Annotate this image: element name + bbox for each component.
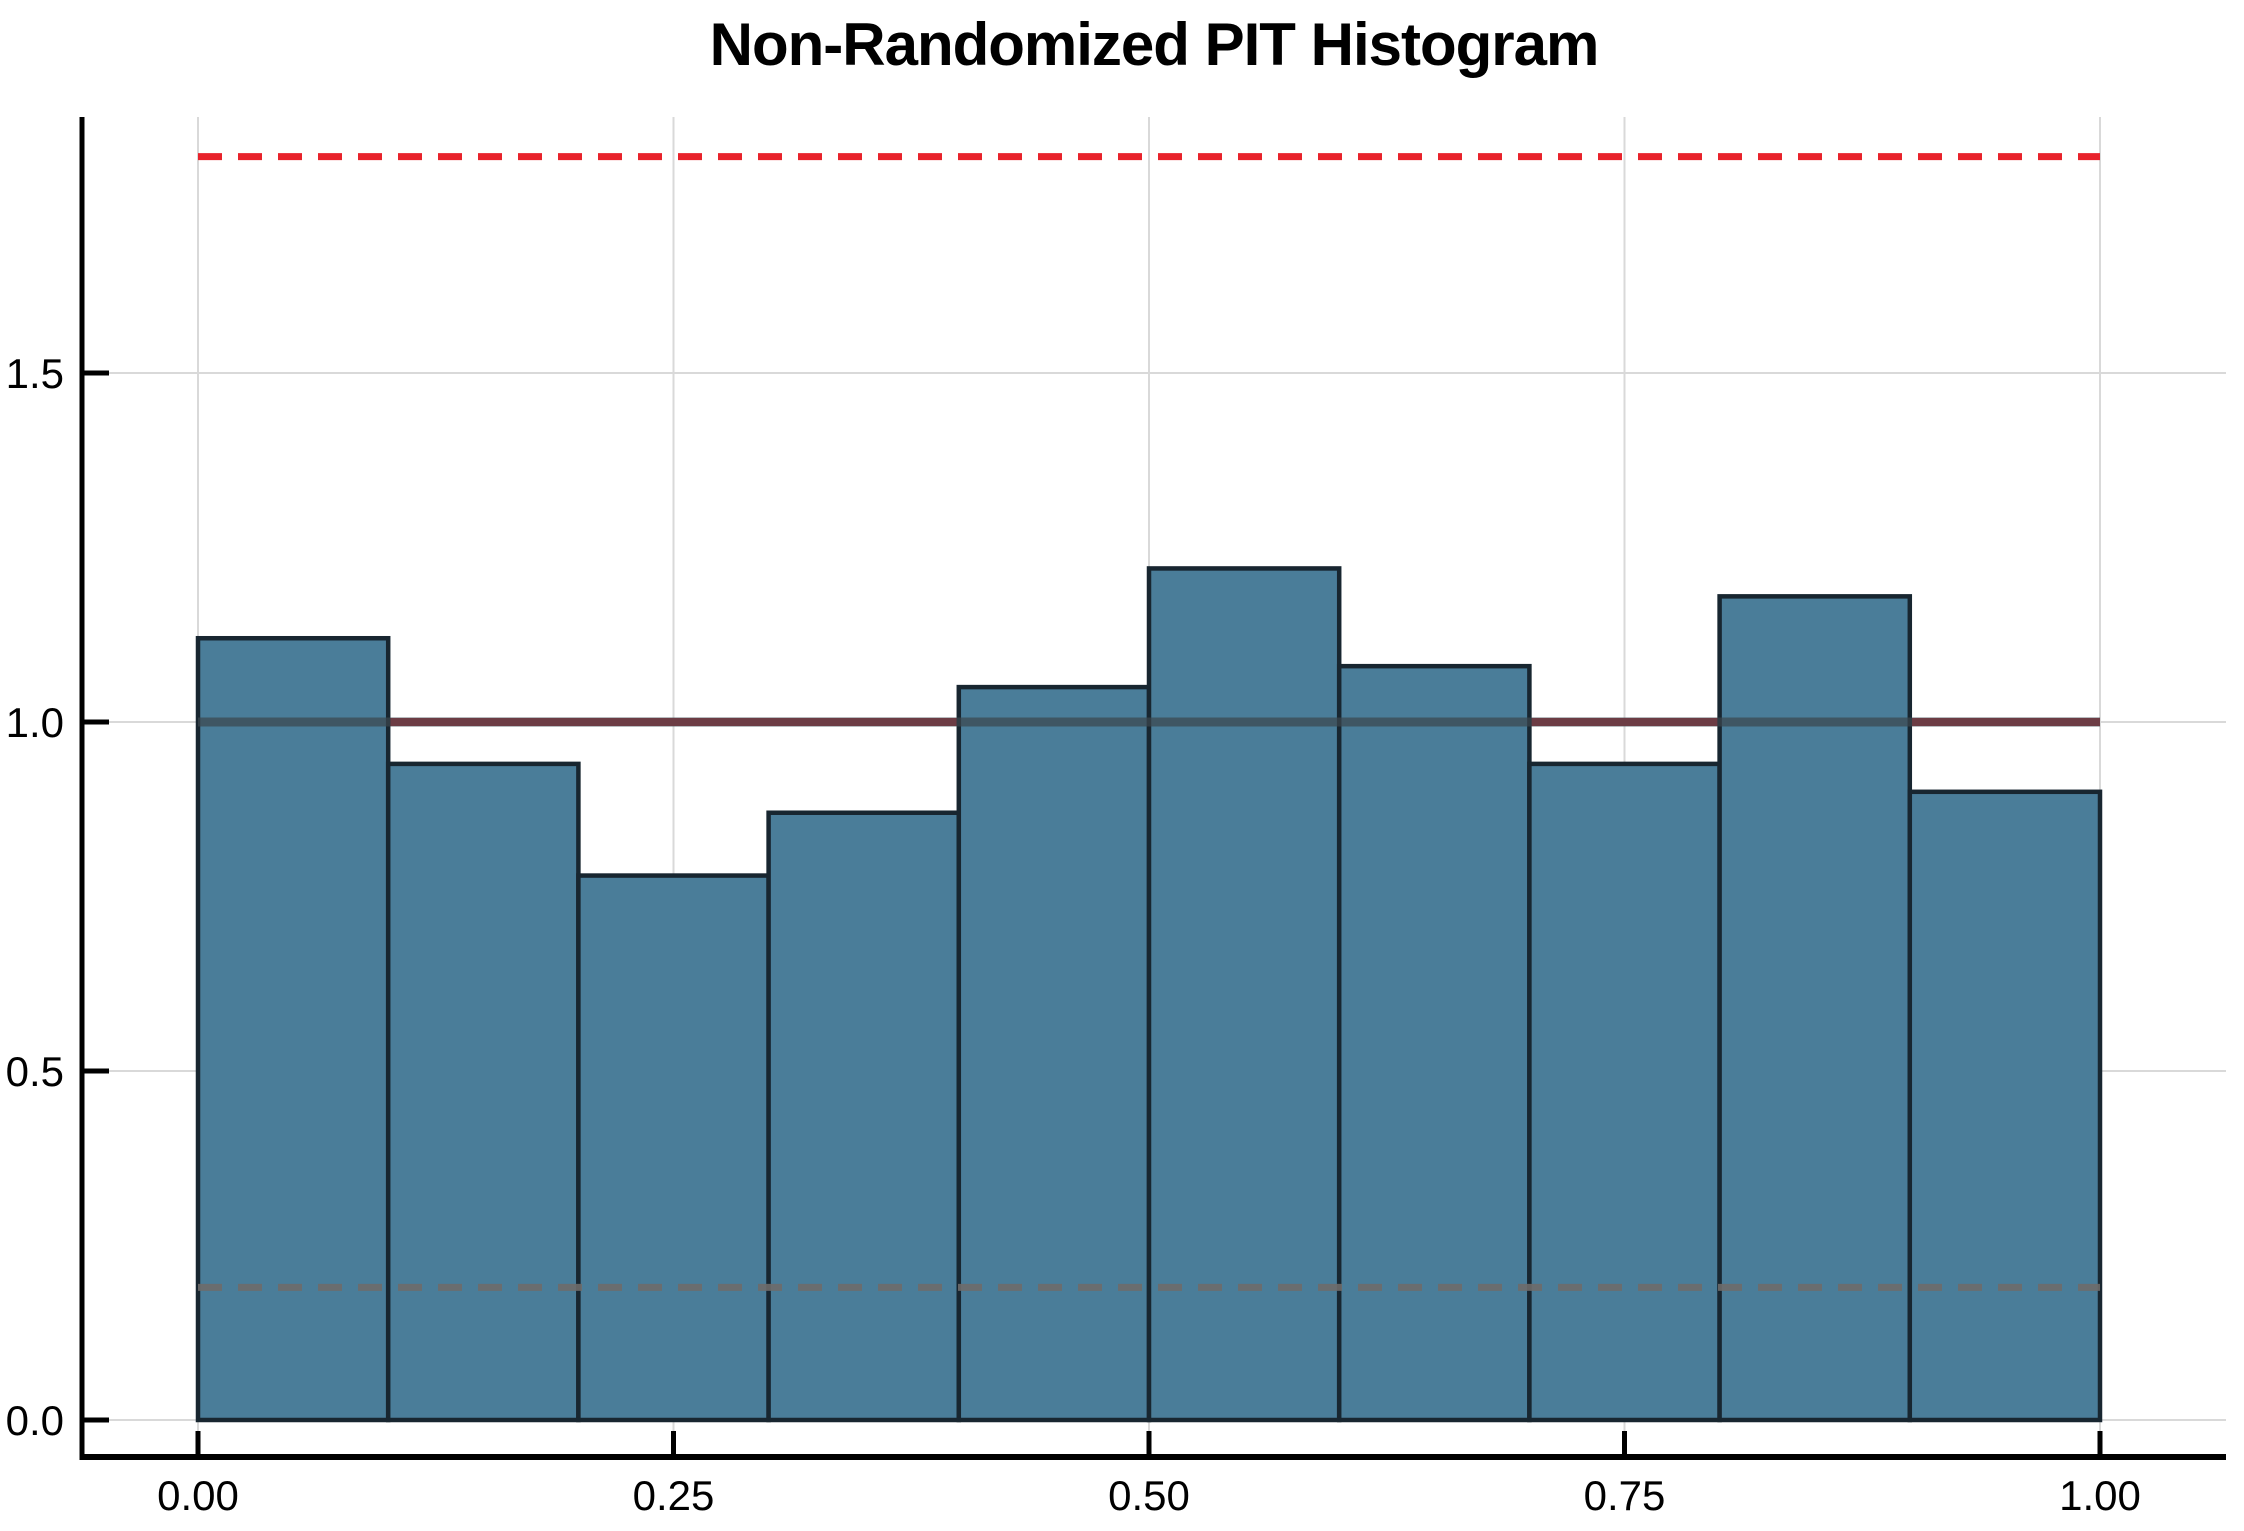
axes-layer bbox=[79, 117, 2226, 1460]
tick-labels-layer: 0.0 0.5 1.0 1.5 0.00 0.25 0.50 0.75 1.00 bbox=[6, 350, 2141, 1519]
y-tick-label: 0.5 bbox=[6, 1048, 64, 1095]
reference-lines-over-bars bbox=[198, 717, 2100, 1291]
histogram-bar bbox=[195, 635, 391, 1423]
x-tick-label: 1.00 bbox=[2059, 1472, 2141, 1519]
histogram-bar bbox=[1336, 663, 1532, 1423]
histogram-bar bbox=[1527, 761, 1722, 1423]
x-tick-label: 0.75 bbox=[1584, 1472, 1666, 1519]
chart-title: Non-Randomized PIT Histogram bbox=[709, 11, 1600, 78]
x-tick-label: 0.50 bbox=[1108, 1472, 1190, 1519]
histogram-bar bbox=[956, 684, 1152, 1423]
histogram-bar bbox=[1717, 594, 1913, 1423]
histogram-bar bbox=[766, 810, 962, 1423]
x-tick-label: 0.00 bbox=[157, 1472, 239, 1519]
x-tick-label: 0.25 bbox=[633, 1472, 715, 1519]
bars-layer bbox=[195, 566, 2103, 1423]
histogram-bar bbox=[1907, 789, 2103, 1423]
histogram-bar bbox=[1146, 566, 1342, 1423]
histogram-bar bbox=[576, 873, 771, 1423]
histogram-bar bbox=[385, 761, 581, 1423]
y-tick-label: 1.0 bbox=[6, 699, 64, 746]
y-tick-label: 0.0 bbox=[6, 1397, 64, 1444]
y-tick-label: 1.5 bbox=[6, 350, 64, 397]
